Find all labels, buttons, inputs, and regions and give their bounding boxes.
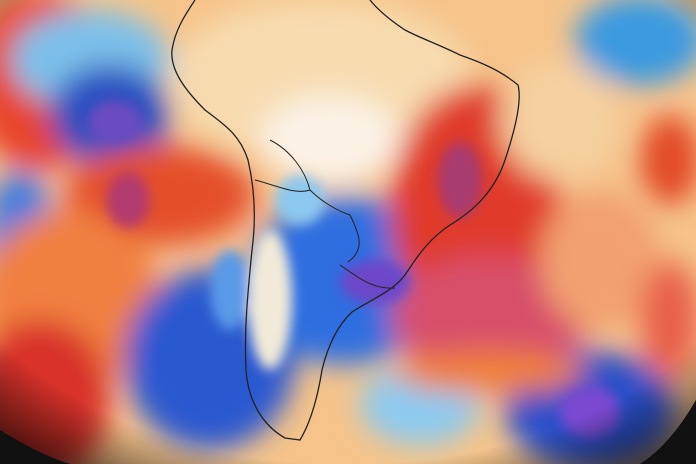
space-corner <box>0 430 70 464</box>
space-corner <box>640 400 696 464</box>
